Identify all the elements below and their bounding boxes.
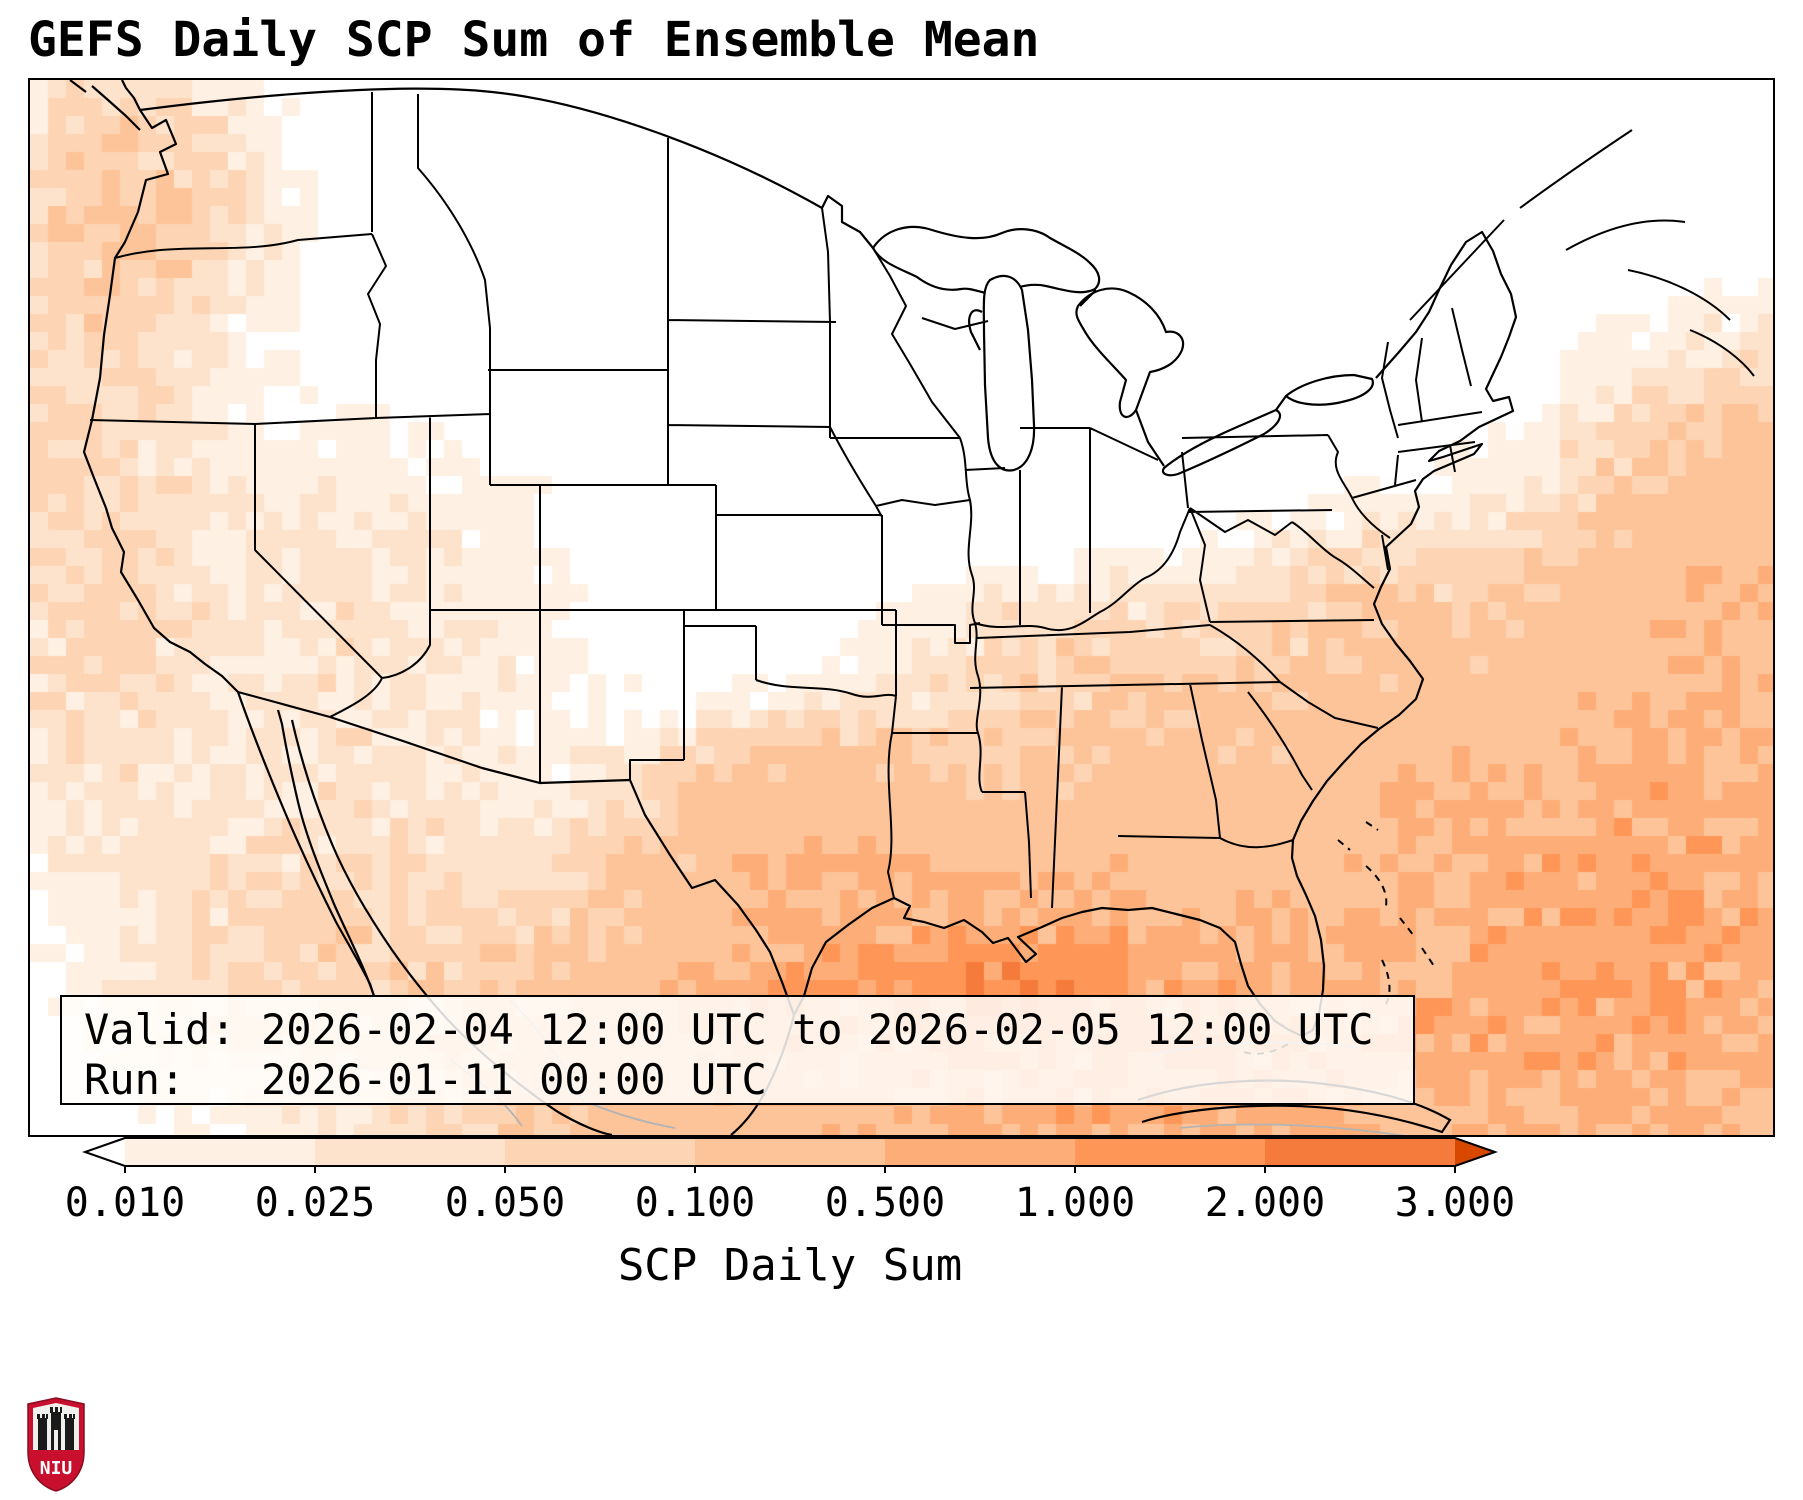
gulf-atlantic-coast: [794, 232, 1516, 1036]
us-basemap: [30, 80, 1773, 1135]
colorbar-tick-label: 0.025: [254, 1180, 376, 1226]
green-bay: [969, 310, 982, 350]
lake-erie: [1163, 410, 1280, 475]
colorbar-segment: [505, 1138, 696, 1166]
colorbar-tick-label: 3.000: [1394, 1180, 1516, 1226]
castle-icon: [37, 1407, 75, 1450]
colorbar-tick-label: 0.100: [634, 1180, 756, 1226]
colorbar-over-arrow: [1455, 1138, 1495, 1166]
international-border-canada: [140, 89, 873, 248]
niu-logo: NIU: [24, 1396, 88, 1492]
niu-logo-text: NIU: [40, 1458, 73, 1479]
colorbar-svg: [0, 1128, 1803, 1180]
colorbar-segment: [1265, 1138, 1456, 1166]
colorbar-under-arrow: [85, 1138, 125, 1166]
lake-huron: [1076, 288, 1183, 417]
lake-connectors: [1080, 290, 1286, 466]
colorbar: 0.010 0.025 0.050 0.100 0.500 1.000 2.000 3.000…: [0, 1128, 1803, 1500]
lake-ontario: [1286, 375, 1373, 405]
run-time-text: Run: 2026-01-11 00:00 UTC: [84, 1055, 767, 1104]
vancouver-island-coast: [70, 80, 140, 130]
colorbar-segment: [315, 1138, 506, 1166]
lake-superior: [873, 227, 1099, 294]
colorbar-segment: [1075, 1138, 1266, 1166]
colorbar-tick-label: 0.500: [824, 1180, 946, 1226]
colorbar-segment: [695, 1138, 886, 1166]
state-borders: [90, 92, 1482, 908]
canada-maritime-coastline: [1410, 130, 1754, 376]
colorbar-segment: [885, 1138, 1076, 1166]
colorbar-tick-label: 0.050: [444, 1180, 566, 1226]
bahamas: [1338, 822, 1434, 1004]
page-title: GEFS Daily SCP Sum of Ensemble Mean: [28, 12, 1040, 68]
colorbar-tick-label: 1.000: [1014, 1180, 1136, 1226]
colorbar-label: SCP Daily Sum: [617, 1240, 963, 1291]
us-coastline: [70, 80, 1516, 1036]
forecast-info-box: Valid: 2026-02-04 12:00 UTC to 2026-02-0…: [60, 995, 1415, 1105]
colorbar-ticks: 0.010 0.025 0.050 0.100 0.500 1.000 2.000 3.000: [0, 1180, 1803, 1230]
colorbar-tick-label: 2.000: [1204, 1180, 1326, 1226]
lake-michigan: [984, 276, 1034, 471]
map-panel: Valid: 2026-02-04 12:00 UTC to 2026-02-0…: [28, 78, 1775, 1137]
colorbar-tick-label: 0.010: [64, 1180, 186, 1226]
us-mexico-border: [238, 692, 794, 1015]
valid-time-text: Valid: 2026-02-04 12:00 UTC to 2026-02-0…: [84, 1005, 1374, 1054]
colorbar-segment: [125, 1138, 316, 1166]
